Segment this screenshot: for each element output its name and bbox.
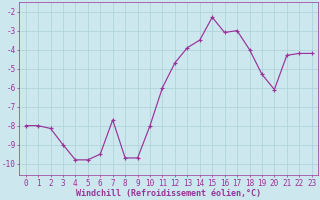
X-axis label: Windchill (Refroidissement éolien,°C): Windchill (Refroidissement éolien,°C) — [76, 189, 261, 198]
